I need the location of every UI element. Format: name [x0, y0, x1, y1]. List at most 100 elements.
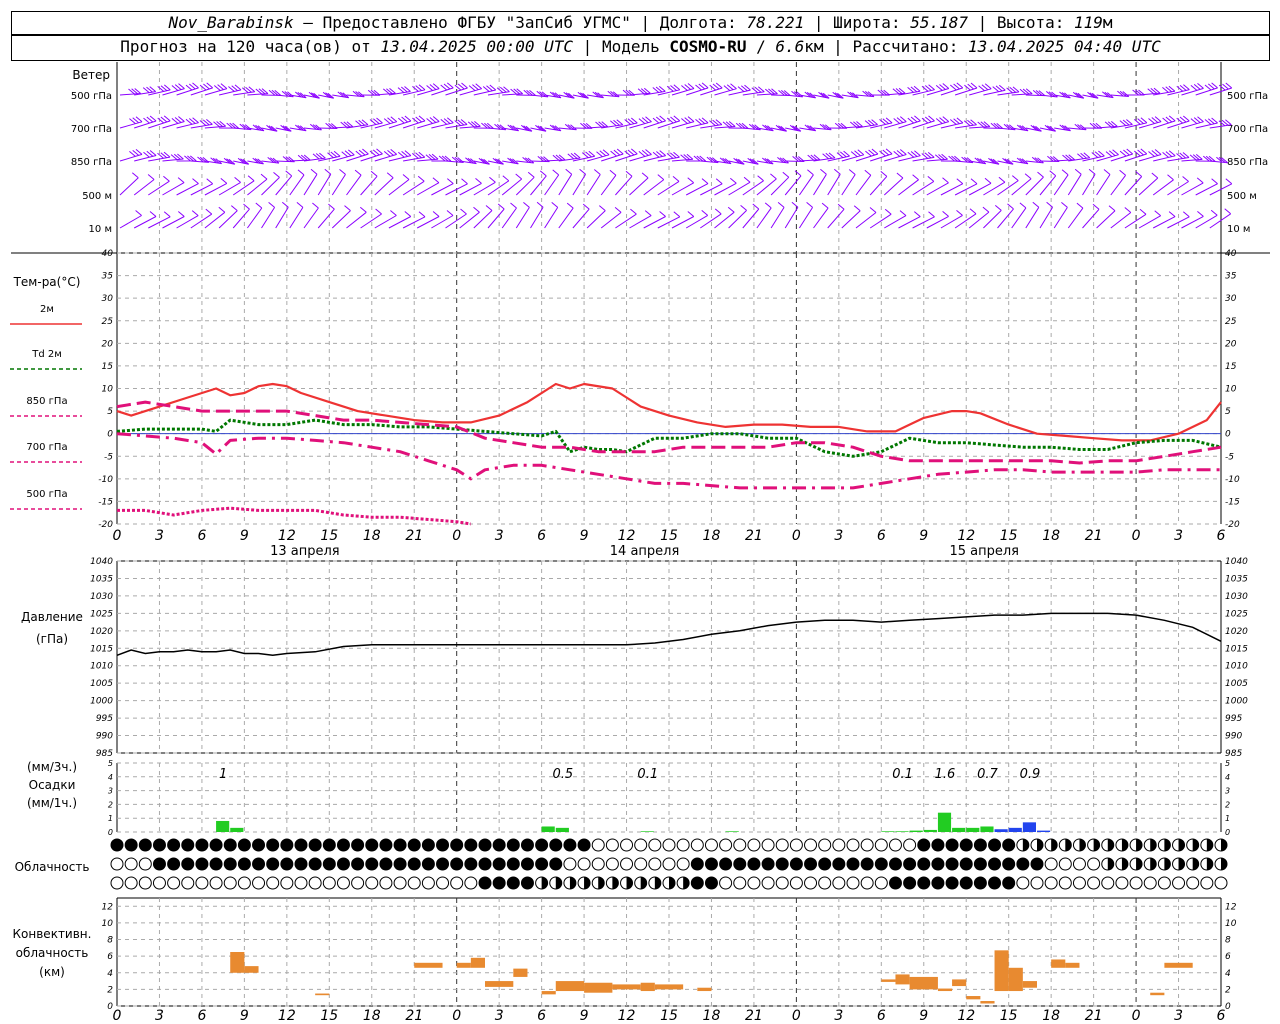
wind-barb [685, 210, 709, 229]
y-tick-label-right: -10 [1225, 475, 1240, 485]
cloud-circle [407, 876, 421, 890]
y-tick-label-right: 10 [1225, 385, 1237, 395]
wind-barb [572, 91, 589, 99]
cloud-circle [322, 876, 336, 890]
x-tick-label: 3 [495, 1008, 504, 1024]
convective-bar [952, 979, 967, 987]
separator: | [573, 37, 602, 56]
y-tick-label-left: -20 [98, 520, 113, 530]
wind-barb [785, 124, 802, 132]
wind-barb [940, 178, 964, 196]
cloud-symbol [874, 876, 888, 890]
cloud-circle [945, 876, 959, 890]
x-tick-label: 9 [580, 1008, 589, 1024]
cloud-half [1192, 858, 1199, 870]
cloud-circle [478, 838, 492, 852]
cloud-circle [690, 857, 704, 871]
wind-barb [643, 211, 666, 229]
wind-barb [487, 175, 510, 196]
cloud-symbol [931, 838, 945, 852]
cloud-circle [520, 876, 534, 890]
cloud-symbol [252, 876, 266, 890]
cloud-symbol [1002, 876, 1016, 890]
cloud-half [1107, 858, 1114, 870]
cloud-symbol [351, 838, 365, 852]
wind-barb [204, 206, 226, 229]
cloud-symbol [634, 838, 648, 852]
cloud-circle [761, 857, 775, 871]
convective-bar [895, 974, 910, 985]
wind-barb [572, 150, 596, 162]
wind-barb [473, 84, 497, 96]
latitude-label: Широта: [833, 13, 901, 32]
cloud-circle [421, 857, 435, 871]
y-tick-label-right: 2 [1225, 800, 1230, 809]
cloud-symbol [1129, 857, 1143, 871]
cloud-symbol [846, 857, 860, 871]
cloud-symbol [322, 857, 336, 871]
y-tick-label-right: 1000 [1225, 697, 1248, 707]
wind-barb [289, 169, 305, 196]
wind-barb [544, 124, 562, 132]
precip-bar [952, 827, 966, 832]
precip-bar [230, 827, 244, 832]
day-label: 15 апреля [949, 544, 1019, 559]
wind-barb [403, 151, 426, 162]
wind-barb [983, 157, 1000, 165]
header-dash: – [293, 13, 323, 32]
cloud-symbol [761, 838, 775, 852]
cloud-circle [1016, 876, 1030, 890]
wind-barb [445, 208, 467, 229]
wind-barb [1011, 157, 1029, 165]
wind-barb [1209, 82, 1233, 96]
cloud-symbol [167, 857, 181, 871]
wind-barb [303, 202, 319, 229]
wind-barb [870, 89, 891, 96]
cloud-symbol [676, 876, 690, 890]
wind-barb [417, 116, 440, 129]
cloud-circle [322, 838, 336, 852]
cloud-circle [591, 857, 605, 871]
cloud-symbol [506, 857, 520, 871]
x-tick-label: 15 [1000, 528, 1018, 544]
wind-barb [218, 177, 241, 196]
wind-barb [502, 88, 524, 96]
cloud-circle [506, 838, 520, 852]
wind-barb [742, 157, 759, 165]
y-tick-label-right: 1005 [1225, 679, 1248, 689]
x-tick-label: 0 [452, 1008, 461, 1024]
wind-barb [232, 203, 250, 229]
wind-barb [1054, 91, 1071, 99]
cloud-symbol [634, 876, 648, 890]
x-tick-label: 18 [703, 528, 721, 544]
cloud-symbol [733, 857, 747, 871]
cloud-circle [888, 838, 902, 852]
wind-barb [700, 119, 723, 129]
cloud-symbol [520, 876, 534, 890]
wind-barb [530, 156, 550, 163]
y-tick-label-left: 25 [102, 317, 114, 327]
separator: | [823, 37, 853, 56]
wind-barb [1053, 169, 1069, 196]
wind-barb [586, 149, 610, 162]
wind-barb [388, 150, 412, 162]
cloud-symbol [1200, 838, 1214, 852]
wind-barb [318, 91, 335, 99]
wind-barb [1110, 169, 1126, 196]
wind-barb [1039, 124, 1057, 132]
cloud-symbol [252, 838, 266, 852]
cloud-circle [365, 838, 379, 852]
cloud-symbol [888, 876, 902, 890]
cloud-circle [450, 857, 464, 871]
cloud-symbol [393, 838, 407, 852]
cloud-symbol [648, 857, 662, 871]
y-tick-label-left: 0 [108, 828, 113, 837]
wind-barb [459, 83, 483, 96]
y-tick-label-right: 15 [1225, 362, 1237, 372]
cloud-circle [903, 876, 917, 890]
cloud-symbol [209, 838, 223, 852]
wind-barb [558, 123, 577, 131]
x-tick-label: 0 [113, 528, 122, 544]
wind-barb [898, 150, 921, 162]
wind-barb [940, 82, 964, 96]
